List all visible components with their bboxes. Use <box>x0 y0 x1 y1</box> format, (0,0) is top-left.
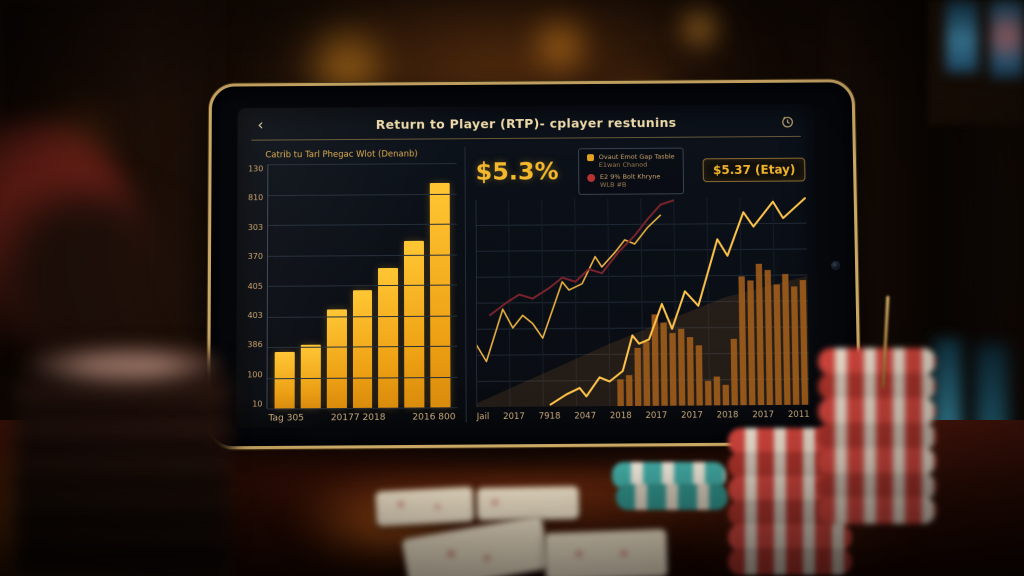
x-tick-label: Jail <box>476 412 490 423</box>
y-tick-label: 10 <box>252 399 263 409</box>
bar-chart-title: Catrib tu Tarl Phegac Wlot (Denanb) <box>265 149 418 161</box>
y-tick-label: 370 <box>247 252 264 262</box>
line-chart-svg <box>476 197 810 408</box>
legend-item: E2 9% Bolt Khryne WLB #B <box>586 173 675 190</box>
legend-circle-marker <box>586 174 596 183</box>
x-tick-label: 2017 <box>503 411 525 423</box>
bar <box>378 267 399 408</box>
bar <box>429 182 451 408</box>
y-tick-label: 405 <box>247 281 263 291</box>
line-chart-header: $5.3% Ovaut Emot Gap Tasble E1wan Chanod <box>475 147 806 195</box>
x-tick-label: 2017 <box>645 410 668 422</box>
tv-screen-glow <box>990 0 1024 78</box>
legend-line: E1wan Chanod <box>598 160 648 170</box>
bar <box>326 309 347 409</box>
y-tick-label: 386 <box>247 340 263 350</box>
line-chart-x-axis: Jail 2017 7918 2047 2018 2017 2017 2018 2017 2011 <box>476 405 810 423</box>
x-tick-label: 2018 <box>716 410 739 421</box>
y-tick-label: 100 <box>247 369 263 380</box>
stat-badge: $5.37 (Etay) <box>702 157 806 183</box>
bar <box>300 344 321 409</box>
clock-icon[interactable] <box>773 115 795 129</box>
x-tick-label: 2016 800 <box>412 412 456 423</box>
tablet-camera <box>830 260 841 270</box>
chip-stack-shade <box>14 430 230 576</box>
bar <box>274 351 295 409</box>
bar-chart-plot <box>266 163 458 410</box>
kpi-value: $5.3% <box>475 157 559 186</box>
x-tick-label: 2018 <box>609 411 632 422</box>
x-tick-label: Tag 305 <box>268 413 304 424</box>
chip-stack-rim-highlight <box>28 346 220 386</box>
y-tick-label: 810 <box>247 193 264 203</box>
legend-square-marker <box>586 154 594 162</box>
line-chart-plot <box>476 197 810 408</box>
legend-line: Ovaut Emot Gap Tasble <box>598 152 675 162</box>
y-tick-label: 130 <box>248 164 264 174</box>
legend-label: E2 9% Bolt Khryne WLB #B <box>600 173 661 190</box>
red-chip-stack <box>818 348 936 524</box>
bar-chart-body: 130 810 303 370 405 403 386 100 10 <box>244 163 458 410</box>
page-title: Return to Player (RTP)- cplayer restunin… <box>375 115 677 132</box>
tablet-device: ‹ Return to Player (RTP)- cplayer restun… <box>206 79 862 450</box>
y-tick-label: 403 <box>247 310 263 320</box>
bar <box>404 240 425 408</box>
back-button[interactable]: ‹ <box>257 115 264 134</box>
teal-poker-chip <box>616 484 728 510</box>
line-chart-panel: $5.3% Ovaut Emot Gap Tasble E1wan Chanod <box>464 144 810 423</box>
x-tick-label: 2011 <box>787 409 810 421</box>
playing-card <box>476 486 580 521</box>
legend-label: Ovaut Emot Gap Tasble E1wan Chanod <box>599 153 675 170</box>
bar-chart-y-axis: 130 810 303 370 405 403 386 100 10 <box>244 164 267 408</box>
y-tick-label: 303 <box>247 222 264 232</box>
x-tick-label: 7918 <box>538 411 561 422</box>
x-tick-label: 2017 <box>681 410 703 421</box>
tablet-screen: ‹ Return to Player (RTP)- cplayer restun… <box>236 104 820 428</box>
x-tick-label: 2017 <box>752 410 775 421</box>
legend-item: Ovaut Emot Gap Tasble E1wan Chanod <box>586 153 675 170</box>
bokeh-light <box>672 0 727 55</box>
dashboard-main: Catrib tu Tarl Phegac Wlot (Denanb) 130 8… <box>236 137 820 428</box>
tv-screen-glow <box>946 0 978 72</box>
playing-card <box>544 528 668 576</box>
bar <box>352 290 373 408</box>
playing-card <box>375 486 475 527</box>
chart-legend: Ovaut Emot Gap Tasble E1wan Chanod E2 9%… <box>577 147 684 195</box>
legend-line: WLB #B <box>599 181 627 190</box>
bar-chart-panel: Catrib tu Tarl Phegac Wlot (Denanb) 130 8… <box>244 147 458 424</box>
x-tick-label: 2047 <box>574 411 597 422</box>
bar-chart-x-axis: Tag 305 20177 2018 2016 800 <box>244 407 457 424</box>
bokeh-light <box>525 10 595 80</box>
x-tick-label: 20177 2018 <box>330 412 386 424</box>
legend-line: E2 9% Bolt Khryne <box>599 172 661 182</box>
app-header: ‹ Return to Player (RTP)- cplayer restun… <box>251 110 801 141</box>
